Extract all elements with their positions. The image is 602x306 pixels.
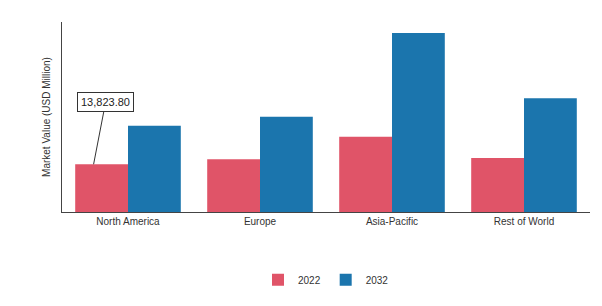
svg-text:Market Value (USD Million): Market Value (USD Million) xyxy=(41,57,52,177)
svg-text:Rest of World: Rest of World xyxy=(494,216,554,227)
svg-text:Europe: Europe xyxy=(244,216,277,227)
svg-text:Asia-Pacific: Asia-Pacific xyxy=(366,216,418,227)
svg-text:2032: 2032 xyxy=(366,275,389,286)
svg-text:2022: 2022 xyxy=(298,275,321,286)
svg-text:North America: North America xyxy=(96,216,160,227)
svg-text:13,823.80: 13,823.80 xyxy=(81,96,130,108)
